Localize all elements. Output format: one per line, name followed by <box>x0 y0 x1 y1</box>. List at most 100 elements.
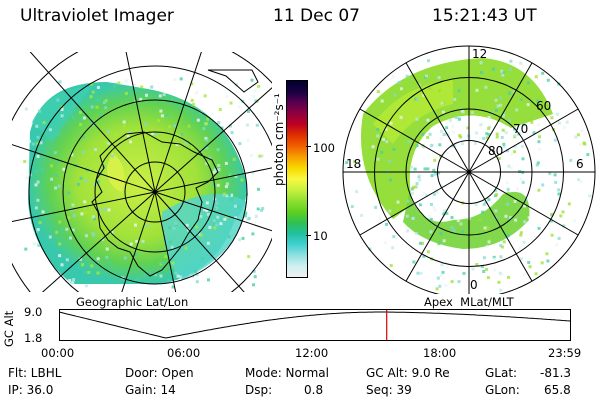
image-pixel <box>518 246 522 250</box>
image-pixel <box>159 109 163 113</box>
image-pixel <box>176 274 180 278</box>
image-pixel <box>437 171 441 175</box>
image-pixel <box>107 130 110 134</box>
image-pixel <box>175 133 179 137</box>
image-pixel <box>191 102 195 106</box>
image-pixel <box>435 190 439 194</box>
latitude-circle <box>28 65 272 292</box>
image-pixel <box>53 269 57 273</box>
image-pixel <box>245 123 249 127</box>
image-pixel <box>168 240 172 244</box>
mlt-hour-line <box>405 62 470 173</box>
image-pixel <box>122 124 126 128</box>
image-pixel <box>124 79 128 83</box>
image-pixel <box>117 81 121 85</box>
image-pixel <box>456 219 460 223</box>
image-pixel <box>71 228 75 232</box>
image-pixel <box>513 150 517 154</box>
image-pixel <box>67 191 71 195</box>
image-pixel <box>260 208 264 212</box>
image-pixel <box>38 221 42 225</box>
image-pixel <box>195 91 199 95</box>
image-pixel <box>569 158 573 162</box>
image-pixel <box>541 183 545 187</box>
image-pixel <box>76 182 80 186</box>
image-pixel <box>212 222 216 226</box>
image-pixel <box>496 104 500 108</box>
image-pixel <box>471 267 475 271</box>
image-pixel <box>513 133 517 137</box>
image-pixel <box>451 130 455 134</box>
image-pixel <box>498 271 502 275</box>
image-pixel <box>25 176 29 180</box>
image-pixel <box>36 154 40 158</box>
image-pixel <box>151 131 155 135</box>
meridian-line <box>154 191 272 232</box>
image-pixel <box>414 97 418 101</box>
image-pixel <box>230 131 234 135</box>
image-pixel <box>546 259 550 263</box>
image-pixel <box>376 157 380 161</box>
image-pixel <box>432 205 436 209</box>
image-pixel <box>253 89 257 93</box>
image-pixel <box>487 126 491 130</box>
image-pixel <box>486 226 490 230</box>
image-pixel <box>208 225 212 229</box>
image-pixel <box>180 133 184 136</box>
image-pixel <box>202 127 206 131</box>
image-pixel <box>229 101 233 105</box>
image-pixel <box>479 123 483 127</box>
image-pixel <box>57 133 61 137</box>
image-pixel <box>216 183 220 187</box>
image-pixel <box>522 273 526 277</box>
image-pixel <box>428 87 432 91</box>
image-pixel <box>482 203 486 206</box>
image-pixel <box>194 270 198 274</box>
image-pixel <box>448 118 452 122</box>
ip-info: IP: 36.0 <box>8 383 54 397</box>
image-pixel <box>554 136 558 140</box>
image-pixel <box>485 245 489 249</box>
image-pixel <box>190 82 194 86</box>
image-pixel <box>225 215 229 219</box>
image-pixel <box>419 212 423 216</box>
image-pixel <box>255 123 259 127</box>
image-pixel <box>572 219 576 223</box>
image-pixel <box>79 123 83 126</box>
image-pixel <box>191 118 195 122</box>
image-pixel <box>553 173 557 177</box>
image-pixel <box>546 78 550 82</box>
image-pixel <box>184 141 188 145</box>
image-pixel <box>212 170 216 174</box>
image-pixel <box>442 101 446 105</box>
image-pixel <box>382 137 386 141</box>
image-pixel <box>499 103 503 107</box>
image-pixel <box>168 226 172 230</box>
image-pixel <box>240 178 244 182</box>
image-pixel <box>234 204 237 208</box>
altitude-ylabel: GC Alt <box>2 310 16 347</box>
image-pixel <box>429 145 433 149</box>
image-pixel <box>528 265 532 269</box>
image-pixel <box>57 184 61 188</box>
image-pixel <box>438 89 441 93</box>
image-pixel <box>439 232 443 235</box>
image-pixel <box>247 255 251 259</box>
image-pixel <box>519 86 523 90</box>
image-pixel <box>537 188 541 192</box>
altitude-curve <box>59 311 571 339</box>
image-pixel <box>380 150 384 154</box>
colorbar-tick-10: 10 <box>313 229 328 243</box>
image-pixel <box>451 144 454 148</box>
image-pixel <box>496 75 500 78</box>
image-pixel <box>157 119 161 123</box>
image-pixel <box>205 201 209 205</box>
image-pixel <box>500 69 504 73</box>
image-pixel <box>557 188 561 192</box>
image-pixel <box>527 216 531 220</box>
image-pixel <box>104 141 108 145</box>
image-pixel <box>480 71 483 74</box>
image-pixel <box>93 148 97 152</box>
image-pixel <box>483 226 487 230</box>
image-pixel <box>33 242 37 246</box>
